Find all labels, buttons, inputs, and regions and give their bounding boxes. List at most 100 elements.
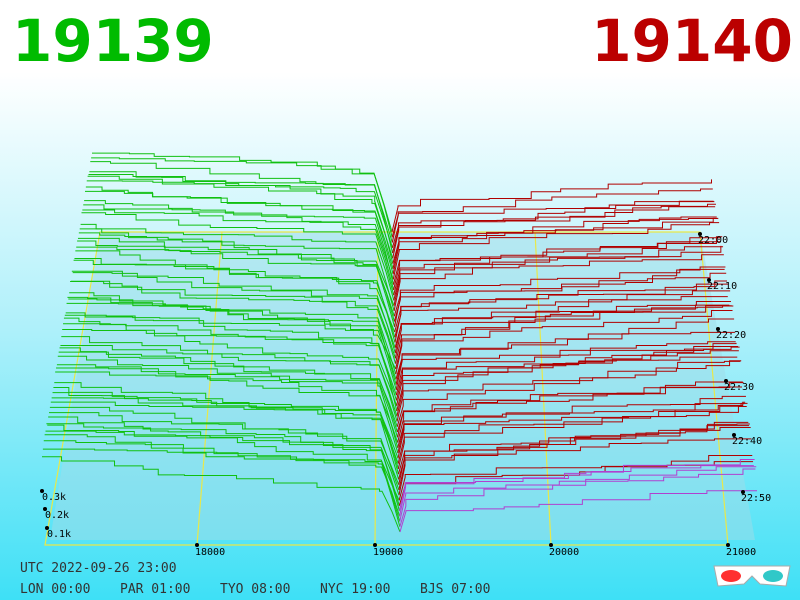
bid-depth-line xyxy=(91,157,393,238)
ask-depth-line xyxy=(394,290,731,354)
bid-depth-line xyxy=(82,209,395,291)
depth-tick xyxy=(43,507,47,511)
3d-glasses-icon xyxy=(713,565,791,587)
bid-depth-line xyxy=(59,347,398,427)
ask-depth-line xyxy=(394,296,728,338)
city-times: LON 00:00 PAR 01:00 TYO 08:00 NYC 19:00 BJS … xyxy=(20,582,490,597)
time-label: 22:10 xyxy=(707,281,737,292)
ask-depth-line xyxy=(396,360,742,427)
ask-depth-line xyxy=(397,395,746,459)
depth-label: 0.1k xyxy=(47,529,71,540)
bid-depth-line xyxy=(46,423,400,506)
city-time: NYC 19:00 xyxy=(320,582,390,597)
ask-depth-line xyxy=(392,217,718,269)
bid-depth-line xyxy=(49,412,400,491)
bid-depth-line xyxy=(72,272,396,348)
bid-depth-line xyxy=(44,434,401,517)
bid-depth-line xyxy=(55,371,399,454)
bid-depth-line xyxy=(67,296,397,380)
ask-depth-line xyxy=(397,402,748,469)
ask-depth-line xyxy=(393,254,724,312)
bid-price: 19139 xyxy=(12,7,214,75)
bid-depth-line xyxy=(49,406,400,485)
ask-depth-line xyxy=(392,217,719,275)
bid-depth-line xyxy=(65,312,397,391)
price-label: 21000 xyxy=(726,547,756,558)
bid-depth-line xyxy=(57,355,398,438)
bid-depth-line xyxy=(80,223,395,301)
bid-depth-line xyxy=(60,344,398,422)
ask-depth-line xyxy=(392,203,716,259)
depth-tick xyxy=(45,526,49,530)
ask-depth-line xyxy=(395,318,735,380)
bid-depth-line xyxy=(56,367,399,448)
ask-depth-line xyxy=(396,381,743,438)
ask-depth-line xyxy=(394,283,729,343)
bid-depth-line xyxy=(43,440,401,522)
ask-depth-line xyxy=(392,222,720,280)
ask-depth-line xyxy=(393,245,722,296)
time-label: 22:50 xyxy=(741,493,771,504)
bid-depth-line xyxy=(89,171,393,248)
bid-depth-line xyxy=(77,240,395,322)
ask-depth-line xyxy=(391,200,714,243)
city-time: LON 00:00 xyxy=(20,582,90,597)
depth-tick xyxy=(40,489,44,493)
ask-depth-line xyxy=(396,360,741,422)
ask-price: 19140 xyxy=(591,7,793,75)
bid-depth-line xyxy=(70,280,396,364)
ask-depth-line xyxy=(398,438,752,496)
bid-depth-line xyxy=(62,329,398,412)
time-tick xyxy=(698,232,702,236)
bid-depth-line xyxy=(84,200,394,280)
ask-depth-line xyxy=(394,280,727,333)
ask-depth-line xyxy=(395,342,737,396)
price-tick xyxy=(549,543,553,547)
price-label: 18000 xyxy=(195,547,225,558)
ask-depth-line xyxy=(395,305,734,375)
ask-depth-line xyxy=(393,246,724,306)
ask-depth-line xyxy=(392,206,716,254)
time-label: 22:20 xyxy=(716,330,746,341)
ask-depth-line xyxy=(398,423,750,485)
bid-depth-line xyxy=(88,173,394,254)
price-label: 19000 xyxy=(373,547,403,558)
price-tick xyxy=(726,543,730,547)
ask-depth-line xyxy=(393,268,725,317)
bid-depth-line xyxy=(50,401,400,480)
bid-depth-line xyxy=(87,175,394,259)
ask-depth-line xyxy=(392,216,717,264)
depth-label: 0.3k xyxy=(42,492,66,503)
bid-depth-line xyxy=(52,392,399,469)
ask-depth-line xyxy=(395,309,733,369)
ask-depth-line xyxy=(394,301,731,359)
ask-depth-line xyxy=(398,455,753,501)
ask-depth-line xyxy=(391,188,713,238)
bid-depth-line xyxy=(81,212,395,296)
city-time: PAR 01:00 xyxy=(120,582,190,597)
bid-depth-line xyxy=(86,180,394,264)
utc-time: UTC 2022-09-26 23:00 xyxy=(20,561,177,576)
city-time: BJS 07:00 xyxy=(420,582,490,597)
bid-depth-line xyxy=(78,232,395,312)
time-tick xyxy=(716,327,720,331)
time-label: 22:00 xyxy=(698,235,728,246)
ask-depth-line xyxy=(395,331,735,385)
bid-depth-line xyxy=(70,280,396,359)
time-tick xyxy=(707,278,711,282)
axis-labels: 18000 19000 20000 21000 0.3k 0.2k 0.1k 22:00 22:… xyxy=(40,232,771,558)
bid-depth-line xyxy=(83,204,394,285)
bid-depth-line xyxy=(76,246,396,327)
ask-depth-line xyxy=(399,468,756,522)
ask-depth-line xyxy=(398,426,751,491)
bid-depth-line xyxy=(47,424,400,501)
bid-depth-line xyxy=(64,314,397,396)
bid-depth-line xyxy=(45,430,400,512)
price-tick xyxy=(373,543,377,547)
time-tick xyxy=(741,490,745,494)
bid-depth-line xyxy=(58,351,398,433)
ask-depth-line xyxy=(393,236,723,301)
ask-depth-line xyxy=(394,272,727,327)
bid-depth-line xyxy=(66,302,397,385)
